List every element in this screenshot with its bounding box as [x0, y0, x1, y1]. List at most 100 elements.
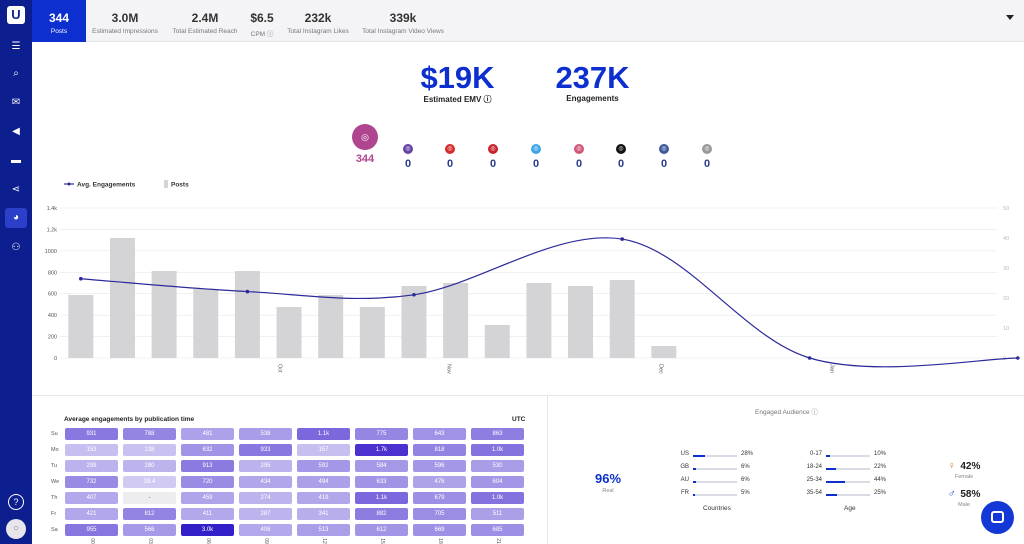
heatmap-cell[interactable]: 863 [471, 428, 524, 440]
heatmap-cell[interactable]: 632 [181, 444, 234, 456]
heatmap-cell[interactable]: 138 [123, 444, 176, 456]
heatmap-cell[interactable]: 913 [181, 460, 234, 472]
heatmap-cell[interactable]: 812 [123, 508, 176, 520]
share-icon[interactable]: ⋖ [11, 184, 21, 195]
help-icon[interactable]: ? [8, 494, 24, 510]
avg-engagements-point [412, 292, 416, 297]
heatmap-cell[interactable]: 596 [413, 460, 466, 472]
engagements-label: Engagements [566, 94, 619, 103]
heatmap-cell[interactable]: 421 [65, 508, 118, 520]
age-percent: 22% [874, 464, 887, 470]
posts-bar [276, 307, 302, 358]
age-track [826, 455, 870, 457]
heatmap-cell[interactable]: 1.0k [471, 492, 524, 504]
heatmap-cell[interactable]: 732 [65, 476, 118, 488]
heatmap-cell[interactable]: 705 [413, 508, 466, 520]
heatmap-day-label: Sa [51, 527, 58, 533]
heatmap-cell[interactable]: 476 [413, 476, 466, 488]
age-percent: 44% [874, 477, 887, 483]
heatmap-cell[interactable]: 720 [181, 476, 234, 488]
users-icon[interactable]: ⚇ [11, 242, 21, 253]
platform-youtube[interactable]: ◎ 0 [435, 137, 465, 170]
heatmap-cell[interactable]: 931 [65, 428, 118, 440]
heatmap-cell[interactable]: 604 [471, 476, 524, 488]
inbox-icon[interactable]: ✉ [11, 97, 21, 108]
stat-label: Posts [50, 28, 68, 35]
heatmap-cell[interactable]: 775 [355, 428, 408, 440]
heatmap-cell[interactable]: 679 [413, 492, 466, 504]
heatmap-cell[interactable]: 406 [239, 524, 292, 536]
chat-button[interactable] [981, 501, 1014, 534]
heatmap-cell[interactable]: 3.0k [181, 524, 234, 536]
heatmap-cell[interactable]: 788 [123, 428, 176, 440]
stat-value: 3.0M [111, 11, 139, 25]
heatmap-cell[interactable]: 481 [181, 428, 234, 440]
heatmap-cell[interactable]: 530 [471, 460, 524, 472]
heatmap-cell[interactable]: 287 [239, 508, 292, 520]
heatmap-cell[interactable]: 566 [123, 524, 176, 536]
heatmap-cell[interactable]: 933 [239, 444, 292, 456]
country-row: AU 6% [665, 477, 755, 487]
heatmap-cell[interactable]: 459 [181, 492, 234, 504]
stat-value: 344 [48, 11, 70, 25]
heatmap-cell[interactable]: 295 [239, 460, 292, 472]
age-fill [826, 455, 831, 457]
countries-title: Countries [703, 505, 731, 512]
y-tick-label: 400 [48, 313, 57, 319]
heatmap-cell[interactable]: 955 [65, 524, 118, 536]
list-icon[interactable]: ☰ [11, 41, 21, 52]
heatmap-cell[interactable]: 882 [355, 508, 408, 520]
heatmap-cell[interactable]: 669 [413, 524, 466, 536]
heatmap-cell[interactable]: 643 [413, 428, 466, 440]
heatmap-cell[interactable]: 299 [65, 460, 118, 472]
platform-other[interactable]: ◎ 0 [692, 137, 722, 170]
chevron-down-icon[interactable] [1006, 15, 1014, 20]
platform-instagram[interactable]: ◎ 344 [350, 124, 380, 165]
heatmap-cell[interactable]: 633 [355, 476, 408, 488]
platform-facebook[interactable]: ◎ 0 [649, 137, 679, 170]
heatmap-cell[interactable]: 407 [65, 492, 118, 504]
heatmap-cell[interactable]: 494 [297, 476, 350, 488]
avg-engagements-point [1016, 356, 1020, 360]
heatmap-cell[interactable]: 511 [471, 508, 524, 520]
heatmap-cell[interactable]: - [123, 492, 176, 504]
heatmap-cell[interactable]: 513 [297, 524, 350, 536]
megaphone-icon[interactable]: ◀ [12, 126, 20, 137]
heatmap-cell[interactable]: 818 [413, 444, 466, 456]
heatmap-cell[interactable]: 1.1k [297, 428, 350, 440]
heatmap-cell[interactable]: 1.7k [355, 444, 408, 456]
engagements-value: 237K [555, 60, 630, 95]
heatmap-cell[interactable]: 39.4 [123, 476, 176, 488]
heatmap-cell[interactable]: 592 [297, 460, 350, 472]
female-label: Female [954, 474, 974, 480]
heatmap-cell[interactable]: 685 [471, 524, 524, 536]
platform-count: 0 [532, 158, 540, 170]
heatmap-cell[interactable]: 1.1k [355, 492, 408, 504]
posts-bar [443, 283, 469, 358]
avatar[interactable]: ○ [6, 519, 26, 539]
heatmap-cell[interactable]: 434 [239, 476, 292, 488]
heatmap-cell[interactable]: 411 [181, 508, 234, 520]
x-tick-label: Jan [828, 364, 834, 373]
heatmap-cell[interactable]: 157 [297, 444, 350, 456]
heatmap-cell[interactable]: 341 [297, 508, 350, 520]
stat-posts[interactable]: 344 Posts [32, 0, 86, 42]
platform-twitch[interactable]: ◎ 0 [393, 137, 423, 170]
heatmap-cell[interactable]: 1.0k [471, 444, 524, 456]
platform-tiktok[interactable]: ◎ 0 [606, 137, 636, 170]
avg-engagements-point [807, 356, 812, 360]
heatmap-cell[interactable]: 274 [239, 492, 292, 504]
heatmap-cell[interactable]: 538 [239, 428, 292, 440]
app-logo[interactable]: U [7, 6, 25, 24]
platform-instagram[interactable]: ◎ 0 [564, 137, 594, 170]
cards-icon[interactable]: ▬ [11, 155, 21, 166]
platform-pinterest[interactable]: ◎ 0 [478, 137, 508, 170]
heatmap-cell[interactable]: 584 [355, 460, 408, 472]
heatmap-cell[interactable]: 280 [123, 460, 176, 472]
heatmap-cell[interactable]: 612 [355, 524, 408, 536]
search-icon[interactable]: ⌕ [13, 68, 19, 79]
analytics-pie-icon[interactable]: ◕ [5, 208, 27, 228]
heatmap-cell[interactable]: 153 [65, 444, 118, 456]
platform-twitter[interactable]: ◎ 0 [521, 137, 551, 170]
heatmap-cell[interactable]: 419 [297, 492, 350, 504]
